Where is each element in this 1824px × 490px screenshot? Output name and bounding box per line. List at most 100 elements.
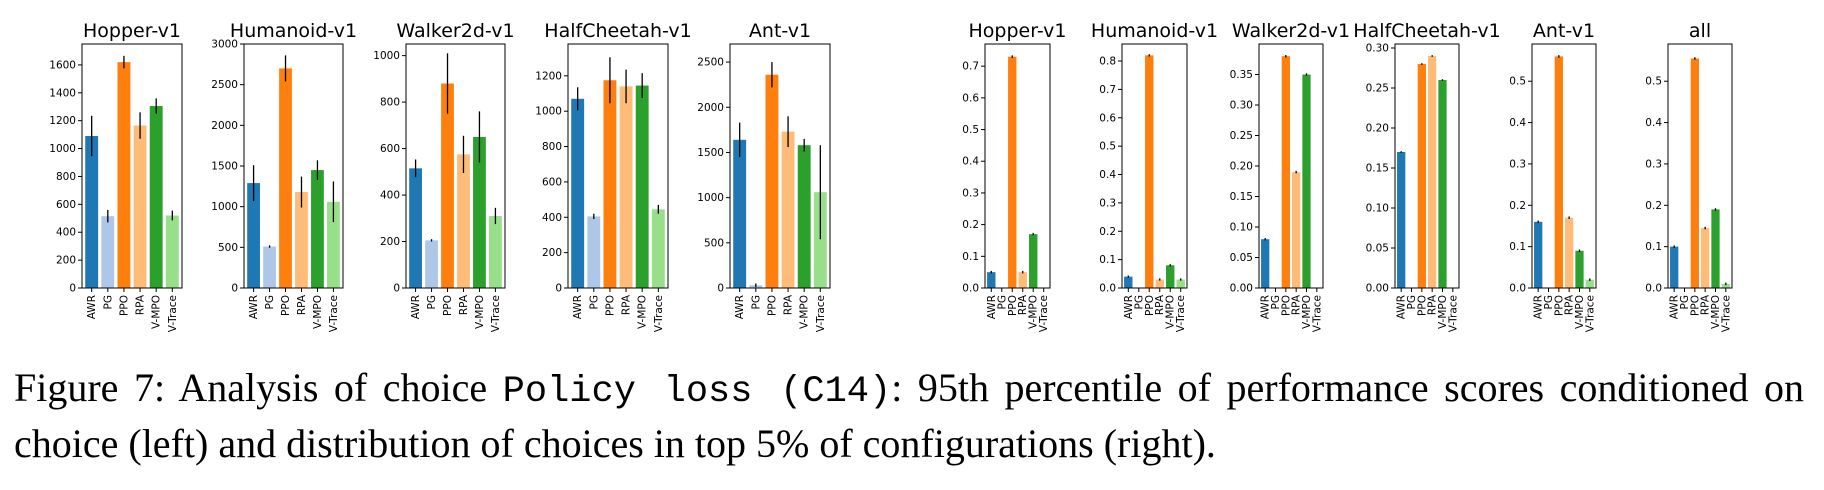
x-tick-label: PPO bbox=[118, 295, 130, 316]
y-tick-label: 0.4 bbox=[1509, 117, 1526, 129]
x-tick-label: V-Trace bbox=[167, 295, 179, 332]
bar-v-mpo bbox=[473, 136, 486, 288]
plot-frame bbox=[984, 43, 1051, 289]
y-tick-label: 1000 bbox=[211, 201, 238, 213]
y-tick-label: 0.15 bbox=[1366, 163, 1389, 175]
x-tick-label: V-Trace bbox=[1447, 295, 1459, 332]
bar-v-mpo bbox=[1166, 265, 1175, 288]
y-tick-label: 0.30 bbox=[1230, 100, 1253, 112]
x-tick-label: V-MPO bbox=[1437, 295, 1449, 329]
x-tick-label: PPO bbox=[280, 295, 292, 316]
bar-ppo bbox=[1554, 56, 1563, 288]
x-tick-label: RPA bbox=[1291, 294, 1303, 315]
bar-awr bbox=[1124, 276, 1133, 288]
x-tick-label: AWR bbox=[1260, 295, 1272, 319]
x-tick-label: AWR bbox=[248, 295, 260, 319]
x-tick-label: V-Trace bbox=[328, 295, 340, 332]
y-tick-label: 1000 bbox=[49, 143, 76, 155]
bar-v-trace bbox=[813, 192, 827, 288]
y-tick-label: 800 bbox=[542, 141, 562, 153]
x-tick-label: RPA bbox=[1154, 294, 1166, 315]
y-tick-label: 400 bbox=[380, 190, 400, 202]
x-tick-label: V-MPO bbox=[474, 295, 486, 329]
plot-frame bbox=[1531, 43, 1597, 289]
y-tick-label: 0.15 bbox=[1230, 191, 1253, 203]
bar-rpa bbox=[1701, 228, 1710, 288]
bar-awr bbox=[987, 272, 996, 288]
y-tick-label: 0.4 bbox=[1099, 169, 1116, 181]
bar-v-mpo bbox=[311, 170, 324, 288]
y-tick-label: 0.7 bbox=[962, 61, 979, 73]
bar-ppo bbox=[1417, 64, 1426, 288]
y-tick-label: 0.00 bbox=[1230, 283, 1253, 295]
bar-rpa bbox=[295, 192, 308, 288]
x-tick-label: AWR bbox=[1533, 295, 1545, 319]
bar-awr bbox=[409, 168, 422, 288]
y-tick-label: 500 bbox=[704, 237, 724, 249]
plot-frame bbox=[1258, 43, 1324, 289]
chart-panel-11: all 0.0 0.1 0.2 0.3 0.4 0.5 AWRPGPPORPAV-MPOV-T… bbox=[1645, 20, 1733, 332]
y-tick-label: 0.3 bbox=[1509, 158, 1526, 170]
x-tick-label: PPO bbox=[1416, 295, 1428, 316]
bar-ppo bbox=[1690, 58, 1699, 288]
x-tick-label: V-MPO bbox=[151, 295, 163, 329]
bar-v-mpo bbox=[1438, 80, 1447, 288]
y-tick-label: 2000 bbox=[211, 120, 238, 132]
y-tick-label: 200 bbox=[56, 255, 76, 267]
bar-ppo bbox=[603, 80, 617, 289]
y-tick-label: 3000 bbox=[211, 39, 238, 51]
y-tick-label: 600 bbox=[380, 143, 400, 155]
bar-v-mpo bbox=[149, 106, 163, 288]
bar-rpa bbox=[619, 86, 633, 288]
y-tick-label: 0.20 bbox=[1230, 161, 1253, 173]
x-tick-label: RPA bbox=[621, 294, 633, 315]
chart-panel-6: Hopper-v1 0.0 0.1 0.2 0.3 0.4 0.5 0.6 0.7 AWRPGPP… bbox=[962, 20, 1066, 332]
y-tick-label: 0 bbox=[69, 283, 76, 295]
bar-ppo bbox=[1145, 55, 1154, 288]
x-tick-label: AWR bbox=[572, 295, 584, 319]
x-tick-label: V-Trace bbox=[1311, 295, 1323, 332]
y-tick-label: 0.30 bbox=[1366, 43, 1389, 55]
y-tick-label: 0.35 bbox=[1230, 69, 1253, 81]
x-tick-label: V-Trace bbox=[815, 295, 827, 332]
y-tick-label: 1200 bbox=[49, 115, 76, 127]
y-tick-label: 0 bbox=[555, 283, 562, 295]
y-tick-label: 0.00 bbox=[1366, 283, 1389, 295]
y-tick-label: 2500 bbox=[697, 57, 724, 69]
chart-title: HalfCheetah-v1 bbox=[544, 20, 691, 42]
x-tick-label: PG bbox=[750, 295, 762, 309]
x-tick-label: V-MPO bbox=[1301, 295, 1313, 329]
y-tick-label: 1200 bbox=[535, 70, 562, 82]
bar-v-trace bbox=[327, 201, 340, 288]
y-tick-label: 1500 bbox=[697, 147, 724, 159]
y-tick-label: 0 bbox=[717, 283, 724, 295]
x-tick-label: V-MPO bbox=[1165, 295, 1177, 329]
x-tick-label: AWR bbox=[986, 295, 998, 319]
y-tick-label: 0.5 bbox=[1099, 141, 1116, 153]
x-tick-label: RPA bbox=[135, 294, 147, 315]
x-tick-label: V-MPO bbox=[799, 295, 811, 329]
plot-frame bbox=[81, 43, 183, 289]
x-tick-label: RPA bbox=[296, 294, 308, 315]
chart-title: Humanoid-v1 bbox=[1091, 20, 1218, 42]
x-tick-label: V-Trace bbox=[1175, 295, 1187, 332]
y-tick-label: 0.2 bbox=[1099, 226, 1116, 238]
chart-panel-2: Humanoid-v1 0 500 1000 1500 2000 2500 3000 AWR PG… bbox=[211, 20, 357, 332]
bar-v-mpo bbox=[1302, 74, 1311, 288]
y-tick-label: 0.4 bbox=[962, 156, 979, 168]
y-tick-label: 0.1 bbox=[1509, 241, 1526, 253]
bar-v-trace bbox=[651, 209, 665, 288]
bar-v-trace bbox=[1176, 279, 1185, 288]
y-tick-label: 0.20 bbox=[1366, 123, 1389, 135]
y-tick-label: 400 bbox=[56, 227, 76, 239]
bar-pg bbox=[587, 216, 601, 288]
y-tick-label: 0.2 bbox=[1645, 200, 1662, 212]
chart-title: Ant-v1 bbox=[1533, 20, 1595, 42]
bar-awr bbox=[85, 136, 99, 288]
x-tick-label: AWR bbox=[734, 295, 746, 319]
chart-panel-4: HalfCheetah-v1 0 200 400 600 800 1000 1200 AWR PG… bbox=[535, 20, 691, 332]
bar-v-mpo bbox=[635, 85, 649, 289]
bar-rpa bbox=[1428, 56, 1437, 288]
bar-pg bbox=[101, 216, 115, 288]
x-tick-label: PPO bbox=[1280, 295, 1292, 316]
